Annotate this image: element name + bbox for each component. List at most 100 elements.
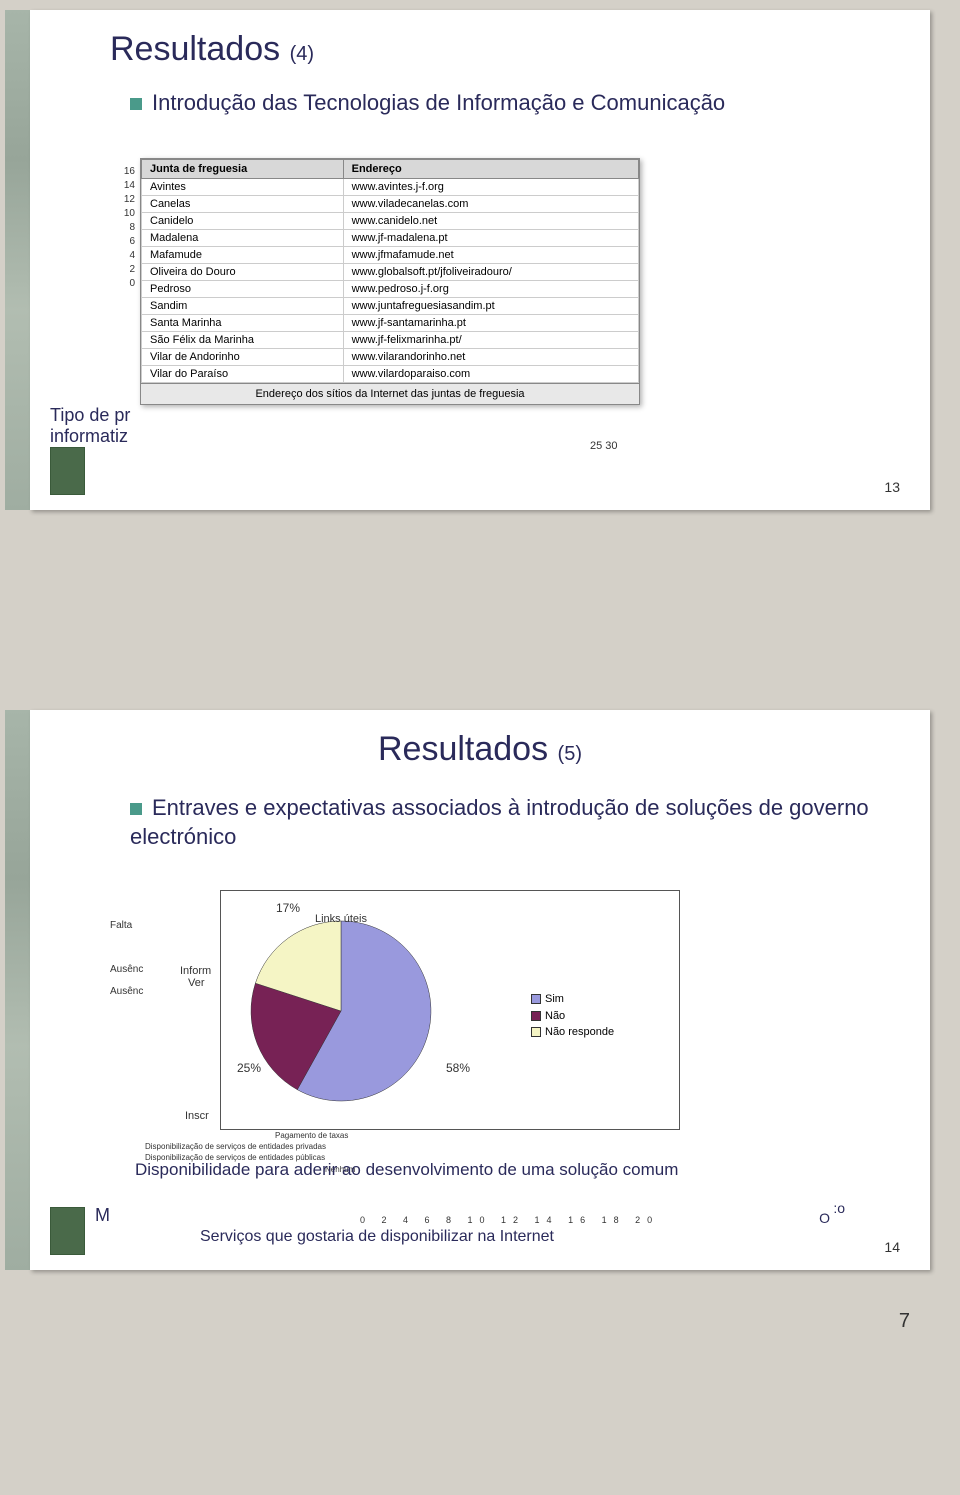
left-label: Ausênc xyxy=(110,981,143,1003)
table-cell: São Félix da Marinha xyxy=(142,332,344,349)
inscr-label: Inscr xyxy=(185,1110,209,1122)
pie-chart xyxy=(241,911,441,1111)
pie-legend: SimNãoNão responde xyxy=(531,991,614,1041)
table-cell: Avintes xyxy=(142,179,344,196)
table-caption: Endereço dos sítios da Internet das junt… xyxy=(141,383,639,404)
bullet-1: Introdução das Tecnologias de Informação… xyxy=(30,69,930,118)
bullet-text: Introdução das Tecnologias de Informação… xyxy=(152,90,725,115)
table-cell: www.globalsoft.pt/jfoliveiradouro/ xyxy=(343,264,638,281)
y-tick: 0 xyxy=(110,277,135,291)
bottom-caption: Serviços que gostaria de disponibilizar … xyxy=(200,1228,554,1246)
small-label: Disponibilização de serviços de entidade… xyxy=(145,1141,355,1152)
table-cell: www.jf-santamarinha.pt xyxy=(343,315,638,332)
table-cell: www.viladecanelas.com xyxy=(343,196,638,213)
links-uteis-label: Links úteis xyxy=(315,913,367,925)
table-row: Sandimwww.juntafreguesiasandim.pt xyxy=(142,298,639,315)
table-row: Madalenawww.jf-madalena.pt xyxy=(142,230,639,247)
side-photo-strip xyxy=(5,10,30,510)
title-main-2: Resultados xyxy=(378,730,548,768)
address-table: Junta de freguesia Endereço Avinteswww.a… xyxy=(140,158,640,405)
table-cell: Madalena xyxy=(142,230,344,247)
table-row: São Félix da Marinhawww.jf-felixmarinha.… xyxy=(142,332,639,349)
dispo-text: Disponibilidade para aderir ao desenvolv… xyxy=(135,1160,678,1180)
logo-2 xyxy=(50,1207,85,1255)
table-row: Vilar de Andorinhowww.vilarandorinho.net xyxy=(142,349,639,366)
left-axis-labels: Falta Ausênc Ausênc xyxy=(110,915,143,1003)
legend-box-icon xyxy=(531,1027,541,1037)
side-photo-strip-2 xyxy=(5,710,30,1270)
pie-label-25: 25% xyxy=(237,1061,261,1075)
table-row: Canelaswww.viladecanelas.com xyxy=(142,196,639,213)
y-axis-ticks: 1614121086420 xyxy=(110,165,135,291)
table-cell: www.jf-felixmarinha.pt/ xyxy=(343,332,638,349)
type-line1: Tipo de pr xyxy=(50,405,130,425)
slide-2: Resultados (5) Entraves e expectativas a… xyxy=(30,710,930,1270)
left-label: Ausênc xyxy=(110,959,143,981)
table-cell: Vilar do Paraíso xyxy=(142,366,344,383)
slide-title-2: Resultados (5) xyxy=(30,710,930,769)
table-row: Oliveira do Dourowww.globalsoft.pt/jfoli… xyxy=(142,264,639,281)
bullet-square-icon-2 xyxy=(130,803,142,815)
table-cell: Mafamude xyxy=(142,247,344,264)
logo xyxy=(50,447,85,495)
left-label: Falta xyxy=(110,915,143,937)
bullet-text-2: Entraves e expectativas associados à int… xyxy=(130,795,869,849)
table-cell: Canidelo xyxy=(142,213,344,230)
table-cell: www.pedroso.j-f.org xyxy=(343,281,638,298)
table-cell: www.jf-madalena.pt xyxy=(343,230,638,247)
slide-1: Resultados (4) Introdução das Tecnologia… xyxy=(30,10,930,510)
mid-label: Ver xyxy=(188,977,211,989)
y-tick: 6 xyxy=(110,235,135,249)
y-tick: 14 xyxy=(110,179,135,193)
slide-title-1: Resultados (4) xyxy=(30,10,930,69)
x-axis-labels-1: 25 30 xyxy=(590,440,618,452)
table-cell: Vilar de Andorinho xyxy=(142,349,344,366)
table-cell: www.jfmafamude.net xyxy=(343,247,638,264)
mid-label: Inform xyxy=(180,965,211,977)
y-tick: 16 xyxy=(110,165,135,179)
table-cell: www.vilarandorinho.net xyxy=(343,349,638,366)
legend-label: Não responde xyxy=(545,1024,614,1041)
y-tick: 10 xyxy=(110,207,135,221)
title-sub-2: (5) xyxy=(558,743,582,765)
table-row: Pedrosowww.pedroso.j-f.org xyxy=(142,281,639,298)
page-num-2: 14 xyxy=(884,1239,900,1255)
page-footer: 7 xyxy=(0,1280,960,1363)
table-cell: www.avintes.j-f.org xyxy=(343,179,638,196)
legend-label: Não xyxy=(545,1008,565,1025)
pie-chart-container: 17% 25% 58% SimNãoNão responde xyxy=(220,890,680,1130)
y-tick: 12 xyxy=(110,193,135,207)
x-axis-ticks-2: 0 2 4 6 8 10 12 14 16 18 20 xyxy=(360,1215,659,1225)
table-cell: www.vilardoparaiso.com xyxy=(343,366,638,383)
table-row: Mafamudewww.jfmafamude.net xyxy=(142,247,639,264)
type-line2: informatiz xyxy=(50,426,128,446)
table-cell: Oliveira do Douro xyxy=(142,264,344,281)
pie-label-58: 58% xyxy=(446,1061,470,1075)
table-header-2: Endereço xyxy=(343,160,638,179)
bullet-square-icon xyxy=(130,98,142,110)
freguesia-table: Junta de freguesia Endereço Avinteswww.a… xyxy=(141,159,639,383)
table-row: Canidelowww.canidelo.net xyxy=(142,213,639,230)
mid-labels: Inform Ver xyxy=(180,965,211,989)
table-header-1: Junta de freguesia xyxy=(142,160,344,179)
legend-item: Não responde xyxy=(531,1024,614,1041)
table-row: Avinteswww.avintes.j-f.org xyxy=(142,179,639,196)
pie-label-17: 17% xyxy=(276,901,300,915)
legend-item: Sim xyxy=(531,991,614,1008)
title-main: Resultados xyxy=(110,30,280,68)
table-cell: Santa Marinha xyxy=(142,315,344,332)
table-row: Vilar do Paraísowww.vilardoparaiso.com xyxy=(142,366,639,383)
legend-label: Sim xyxy=(545,991,564,1008)
bullet-2: Entraves e expectativas associados à int… xyxy=(30,769,930,851)
table-cell: Sandim xyxy=(142,298,344,315)
y-tick: 2 xyxy=(110,263,135,277)
type-label: Tipo de pr informatiz xyxy=(50,405,130,447)
legend-box-icon xyxy=(531,1011,541,1021)
m-label: M xyxy=(95,1205,110,1226)
small-label: Pagamento de taxas xyxy=(275,1130,355,1141)
y-tick: 8 xyxy=(110,221,135,235)
table-row: Santa Marinhawww.jf-santamarinha.pt xyxy=(142,315,639,332)
table-cell: www.juntafreguesiasandim.pt xyxy=(343,298,638,315)
title-sub: (4) xyxy=(290,43,314,65)
y-tick: 4 xyxy=(110,249,135,263)
